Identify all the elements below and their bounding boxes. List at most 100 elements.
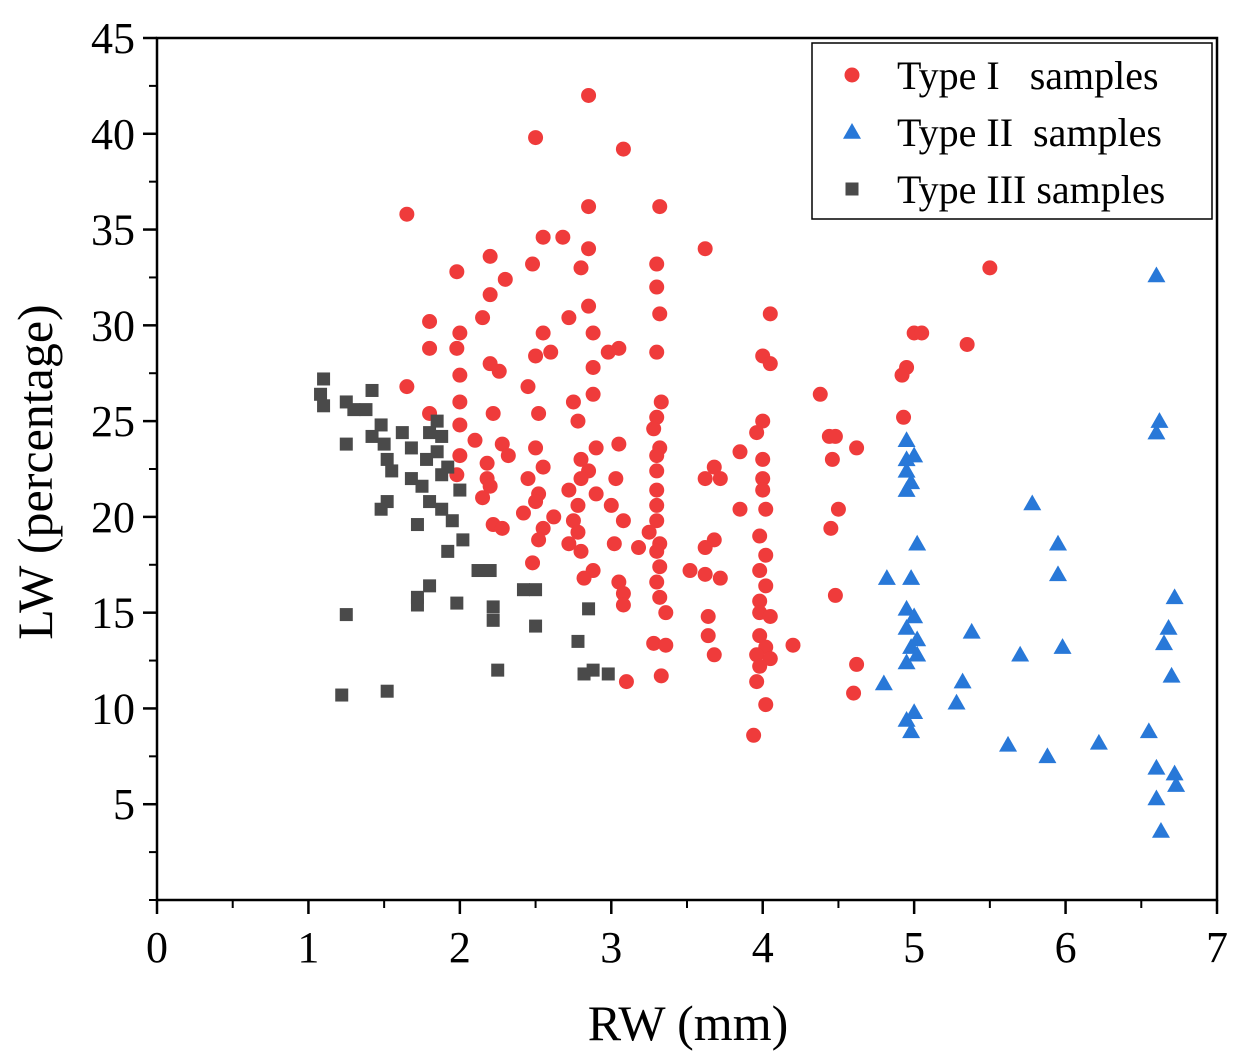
- type-i-point: [535, 325, 551, 341]
- type-iii-point: [456, 533, 470, 547]
- type-ii-point: [1162, 666, 1181, 683]
- type-i-point: [697, 241, 713, 257]
- type-ii-point: [877, 569, 896, 585]
- type-iii-point: [317, 399, 331, 413]
- type-i-point: [894, 367, 910, 383]
- type-i-point: [422, 314, 438, 330]
- type-ii-point: [1147, 423, 1166, 440]
- type-i-point: [482, 287, 498, 303]
- type-i-point: [653, 394, 669, 410]
- legend-label: Type I samples: [897, 53, 1159, 98]
- type-ii-point: [908, 534, 927, 551]
- type-iii-point: [450, 596, 464, 610]
- type-i-point: [449, 264, 465, 280]
- type-i-point: [712, 471, 728, 487]
- type-i-point: [581, 199, 597, 215]
- type-i-point: [749, 425, 765, 441]
- type-i-point: [762, 651, 778, 667]
- type-ii-point: [999, 735, 1018, 752]
- type-i-point: [732, 501, 748, 517]
- type-i-point: [570, 413, 586, 429]
- type-i-point: [812, 386, 828, 402]
- y-tick-label: 30: [91, 301, 135, 350]
- type-iii-point: [471, 564, 485, 578]
- type-ii-point: [1167, 776, 1186, 792]
- type-i-point: [581, 87, 597, 103]
- type-i-point: [824, 451, 840, 467]
- type-i-point: [758, 501, 774, 517]
- type-i-point: [706, 647, 722, 663]
- type-iii-point: [491, 663, 505, 677]
- y-tick-label: 15: [91, 589, 135, 638]
- type-ii-point: [1049, 565, 1067, 582]
- type-i-point: [649, 279, 665, 295]
- type-iii-point: [516, 583, 530, 597]
- type-i-point: [603, 497, 619, 513]
- type-i-point: [758, 578, 774, 594]
- type-i-point: [573, 543, 589, 559]
- type-ii-point: [874, 674, 893, 691]
- type-i-point: [646, 421, 662, 437]
- type-i-point: [570, 524, 586, 540]
- type-i-point: [528, 440, 544, 456]
- type-i-point: [830, 501, 846, 517]
- type-i-point: [712, 570, 728, 586]
- type-i-point: [755, 482, 771, 498]
- type-iii-point: [339, 437, 353, 451]
- type-i-point: [649, 448, 665, 464]
- type-ii-point: [1147, 789, 1166, 806]
- x-tick-label: 0: [146, 923, 168, 972]
- type-i-point: [827, 428, 843, 444]
- type-iii-point: [445, 514, 459, 528]
- y-tick-label: 20: [91, 493, 135, 542]
- type-i-point: [649, 497, 665, 513]
- type-ii-point: [905, 446, 924, 463]
- type-i-point: [649, 513, 665, 529]
- type-i-point: [482, 248, 498, 264]
- type-i-point: [682, 563, 698, 579]
- type-i-point: [561, 536, 577, 552]
- type-iii-point: [404, 441, 418, 455]
- type-ii-point: [1011, 645, 1030, 662]
- type-i-point: [649, 409, 665, 425]
- type-i-point: [585, 386, 601, 402]
- type-i-point: [525, 256, 541, 272]
- type-ii-point: [905, 607, 924, 624]
- type-i-point: [785, 637, 801, 653]
- y-tick-label: 10: [91, 684, 135, 733]
- type-ii-point: [897, 431, 916, 448]
- type-iii-point: [435, 502, 449, 516]
- y-tick-label: 5: [113, 780, 135, 829]
- type-i-point: [588, 440, 604, 456]
- type-i-point: [827, 587, 843, 603]
- type-i-point: [914, 325, 930, 341]
- type-i-point: [706, 459, 722, 475]
- type-i-point: [561, 482, 577, 498]
- type-i-point: [697, 566, 713, 582]
- type-i-point: [752, 658, 768, 674]
- type-ii-point: [1159, 618, 1178, 635]
- type-i-point: [485, 405, 501, 421]
- type-i-point: [475, 490, 491, 506]
- type-i-point: [576, 570, 592, 586]
- x-axis-label: RW (mm): [588, 995, 788, 1051]
- type-i-point: [646, 635, 662, 651]
- type-i-point: [600, 344, 616, 360]
- type-i-point: [746, 727, 762, 743]
- type-i-point: [732, 444, 748, 460]
- type-iii-point: [347, 403, 361, 417]
- type-i-point: [700, 608, 716, 624]
- type-iii-point: [415, 479, 429, 493]
- type-i-point: [849, 656, 865, 672]
- x-tick-label: 4: [752, 923, 774, 972]
- type-i-point: [555, 229, 571, 245]
- type-ii-point: [1053, 638, 1072, 654]
- type-i-point: [649, 543, 665, 559]
- type-iii-point: [374, 418, 388, 432]
- type-i-point: [573, 471, 589, 487]
- type-i-point: [749, 674, 765, 690]
- type-iii-point: [365, 383, 379, 397]
- type-iii-point: [529, 619, 543, 633]
- type-i-point: [581, 241, 597, 257]
